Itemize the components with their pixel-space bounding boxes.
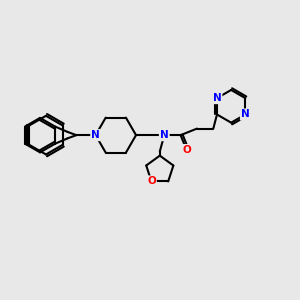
- Text: N: N: [91, 130, 100, 140]
- Text: N: N: [213, 93, 221, 103]
- Text: N: N: [241, 110, 250, 119]
- Text: O: O: [182, 145, 191, 155]
- Text: N: N: [160, 130, 169, 140]
- Text: O: O: [147, 176, 156, 187]
